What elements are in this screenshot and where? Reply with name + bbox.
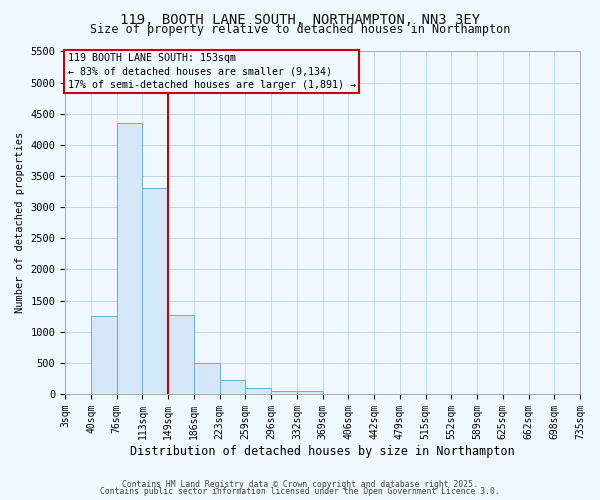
X-axis label: Distribution of detached houses by size in Northampton: Distribution of detached houses by size …: [130, 444, 515, 458]
Bar: [168, 315, 194, 394]
Text: 119, BOOTH LANE SOUTH, NORTHAMPTON, NN3 3EY: 119, BOOTH LANE SOUTH, NORTHAMPTON, NN3 …: [120, 12, 480, 26]
Bar: [220, 380, 245, 394]
Bar: [194, 363, 220, 394]
Bar: [117, 123, 142, 394]
Text: Size of property relative to detached houses in Northampton: Size of property relative to detached ho…: [90, 22, 510, 36]
Text: 119 BOOTH LANE SOUTH: 153sqm
← 83% of detached houses are smaller (9,134)
17% of: 119 BOOTH LANE SOUTH: 153sqm ← 83% of de…: [68, 53, 356, 90]
Bar: [142, 188, 168, 394]
Text: Contains HM Land Registry data © Crown copyright and database right 2025.: Contains HM Land Registry data © Crown c…: [122, 480, 478, 489]
Text: Contains public sector information licensed under the Open Government Licence 3.: Contains public sector information licen…: [100, 488, 500, 496]
Y-axis label: Number of detached properties: Number of detached properties: [15, 132, 25, 314]
Bar: [297, 392, 323, 394]
Bar: [245, 388, 271, 394]
Bar: [91, 316, 117, 394]
Bar: [271, 391, 297, 394]
